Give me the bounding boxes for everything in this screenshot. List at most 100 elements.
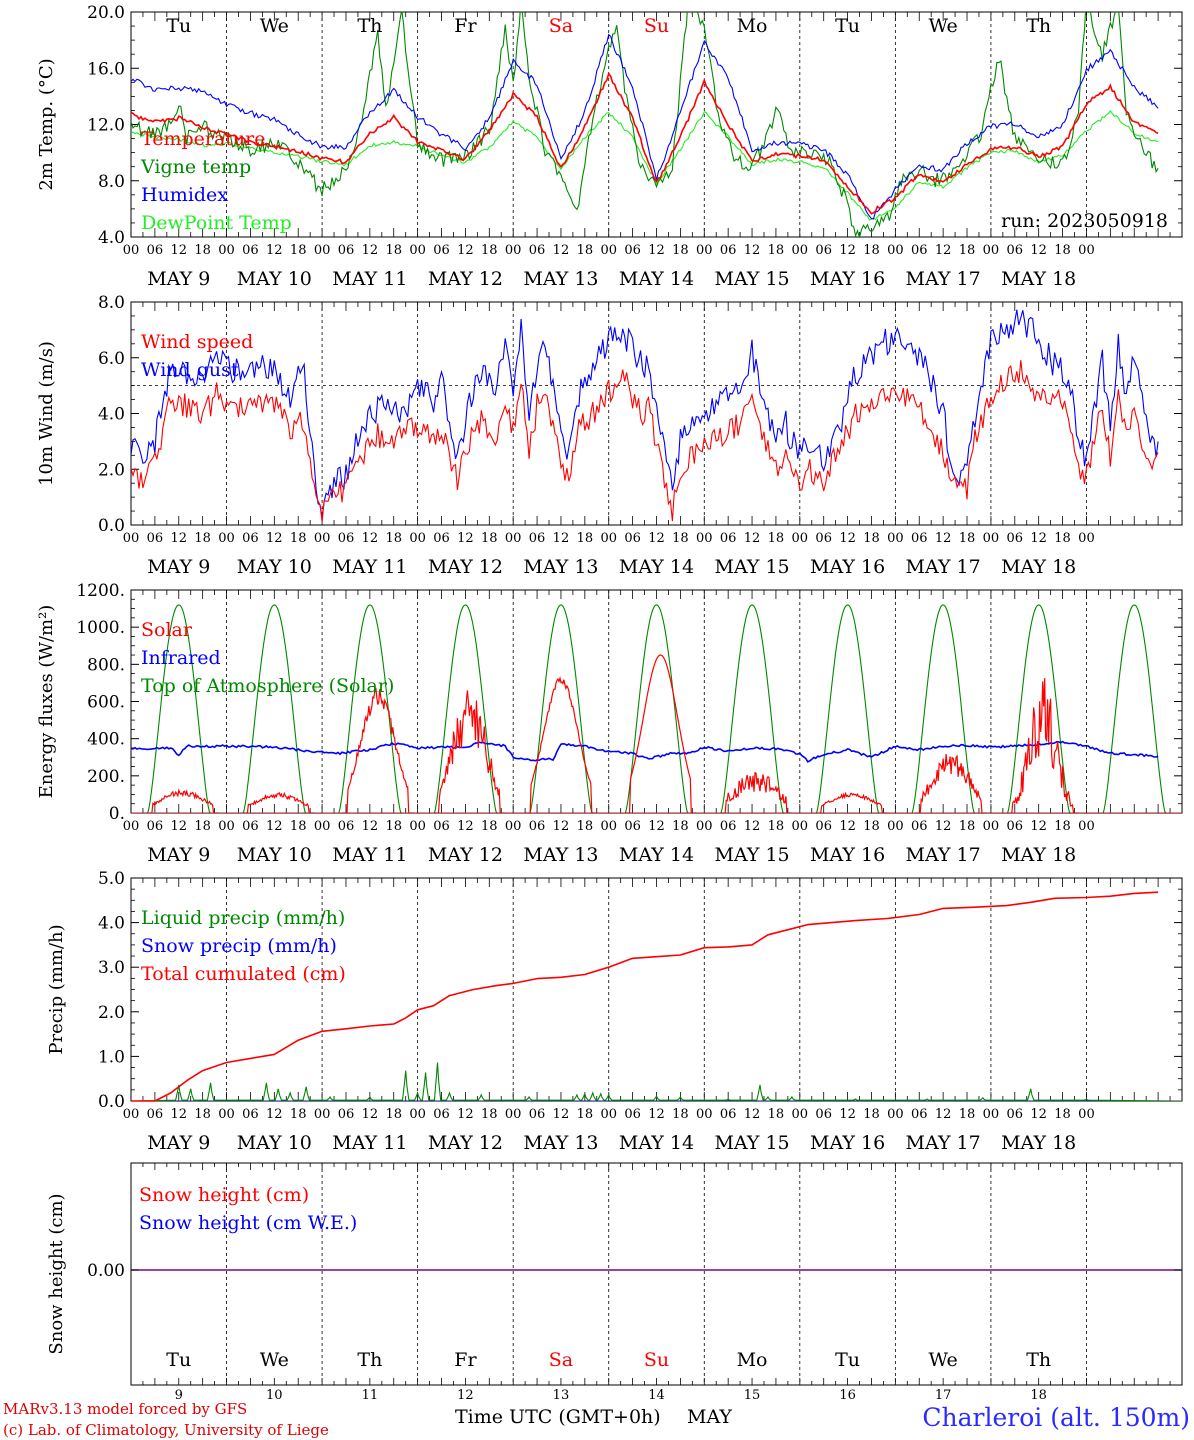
hour-tick-label: 00 — [792, 243, 809, 258]
solar-day-curve — [342, 687, 414, 813]
hour-tick-label: 00 — [983, 1107, 1000, 1122]
hour-tick-label: 12 — [744, 819, 761, 834]
date-label: MAY 11 — [332, 268, 407, 290]
hour-tick-label: 00 — [1078, 1107, 1095, 1122]
hour-tick-label: 18 — [863, 819, 880, 834]
hour-tick-label: 06 — [433, 1107, 450, 1122]
hour-tick-label: 00 — [792, 531, 809, 546]
y-tick-label: 5.0 — [98, 869, 125, 889]
hour-tick-label: 18 — [194, 243, 211, 258]
solar-day-curve — [915, 754, 987, 813]
hour-tick-label: 06 — [624, 243, 641, 258]
hour-tick-label: 06 — [147, 1107, 164, 1122]
hour-tick-label: 06 — [815, 243, 832, 258]
hour-tick-label: 06 — [242, 1107, 259, 1122]
hour-tick-label: 12 — [648, 531, 665, 546]
legend-entry: Temperature — [141, 128, 265, 150]
series-line-vigne-temp — [131, 12, 1159, 237]
solar-day-curve — [146, 788, 219, 813]
hour-tick-label: 00 — [314, 1107, 331, 1122]
day-label: Mo — [737, 15, 768, 37]
station-label: Charleroi (alt. 150m) — [922, 1403, 1190, 1432]
hour-tick-label: 12 — [1030, 531, 1047, 546]
run-label: run: 2023050918 — [1001, 210, 1168, 232]
day-label: Tu — [166, 1349, 191, 1371]
legend-entry: Liquid precip (mm/h) — [141, 907, 345, 929]
y-tick-label: 4.0 — [98, 405, 125, 425]
hour-tick-label: 18 — [194, 1107, 211, 1122]
y-tick-label: 200. — [87, 767, 125, 787]
hour-tick-label: 18 — [1054, 531, 1071, 546]
hour-tick-label: 00 — [314, 243, 331, 258]
hour-tick-label: 06 — [338, 531, 355, 546]
toa-solar-curve — [621, 604, 692, 813]
date-label: MAY 11 — [332, 1132, 407, 1154]
hour-tick-label: 00 — [1078, 531, 1095, 546]
hour-tick-label: 18 — [863, 243, 880, 258]
hour-tick-label: 00 — [696, 243, 713, 258]
hour-tick-label: 06 — [911, 819, 928, 834]
hour-tick-label: 12 — [457, 531, 474, 546]
hour-tick-label: 18 — [577, 243, 594, 258]
hour-tick-label: 18 — [577, 819, 594, 834]
y-tick-label: 0. — [109, 804, 125, 824]
solar-day-curve — [433, 690, 506, 813]
hour-tick-label: 06 — [433, 819, 450, 834]
hour-tick-label: 00 — [696, 531, 713, 546]
day-label: Sa — [549, 1349, 573, 1371]
legend-entry: Wind gust — [141, 359, 239, 381]
day-label: Th — [357, 1349, 382, 1371]
date-label: MAY 9 — [147, 268, 210, 290]
hour-tick-label: 06 — [624, 819, 641, 834]
y-tick-label: 8.0 — [98, 293, 125, 313]
hour-tick-label: 06 — [338, 1107, 355, 1122]
day-label: Tu — [166, 15, 191, 37]
day-label: Su — [644, 1349, 669, 1371]
hour-tick-label: 18 — [863, 1107, 880, 1122]
hour-tick-label: 18 — [385, 531, 402, 546]
y-tick-label: 3.0 — [98, 958, 125, 978]
y-tick-label: 600. — [87, 693, 125, 713]
solar-day-curve — [815, 791, 888, 813]
hour-tick-label: 18 — [959, 531, 976, 546]
y-axis-label: 10m Wind (m/s) — [36, 341, 57, 486]
toa-solar-curve — [812, 604, 883, 813]
y-tick-label: 12.0 — [87, 116, 125, 136]
legend-entry: Snow precip (mm/h) — [141, 935, 337, 957]
date-label: MAY 15 — [714, 556, 789, 578]
hour-tick-label: 18 — [194, 819, 211, 834]
date-label: MAY 17 — [906, 268, 981, 290]
series-line-wind-speed — [131, 360, 1159, 523]
hour-tick-label: 00 — [409, 243, 426, 258]
plot-frame-0 — [130, 11, 1183, 238]
date-label: MAY 18 — [1001, 844, 1076, 866]
legend-entry: Infrared — [141, 647, 221, 669]
hour-tick-label: 06 — [624, 531, 641, 546]
toa-solar-curve — [1099, 604, 1169, 813]
date-label: MAY 12 — [428, 268, 503, 290]
day-label: Th — [1026, 15, 1051, 37]
hour-tick-label: 00 — [887, 531, 904, 546]
day-number-label: 10 — [266, 1388, 283, 1403]
date-label: MAY 16 — [810, 268, 885, 290]
hour-tick-label: 06 — [529, 243, 546, 258]
hour-tick-label: 12 — [266, 1107, 283, 1122]
solar-day-curve — [720, 772, 792, 813]
day-number-label: 15 — [744, 1388, 761, 1403]
hour-tick-label: 12 — [457, 243, 474, 258]
series-group — [131, 1062, 1182, 1101]
date-label: MAY 10 — [237, 268, 312, 290]
hour-tick-label: 06 — [242, 819, 259, 834]
hour-tick-label: 18 — [481, 243, 498, 258]
hour-tick-label: 12 — [1030, 1107, 1047, 1122]
hour-tick-label: 00 — [505, 243, 522, 258]
toa-solar-curve — [143, 604, 214, 813]
hour-tick-label: 12 — [170, 243, 187, 258]
legend-entry: Top of Atmosphere (Solar) — [141, 675, 394, 697]
hour-tick-label: 18 — [863, 531, 880, 546]
hour-tick-label: 18 — [577, 531, 594, 546]
hour-tick-label: 00 — [983, 531, 1000, 546]
date-label: MAY 15 — [714, 1132, 789, 1154]
hour-tick-label: 12 — [744, 243, 761, 258]
toa-solar-curve — [430, 604, 500, 813]
